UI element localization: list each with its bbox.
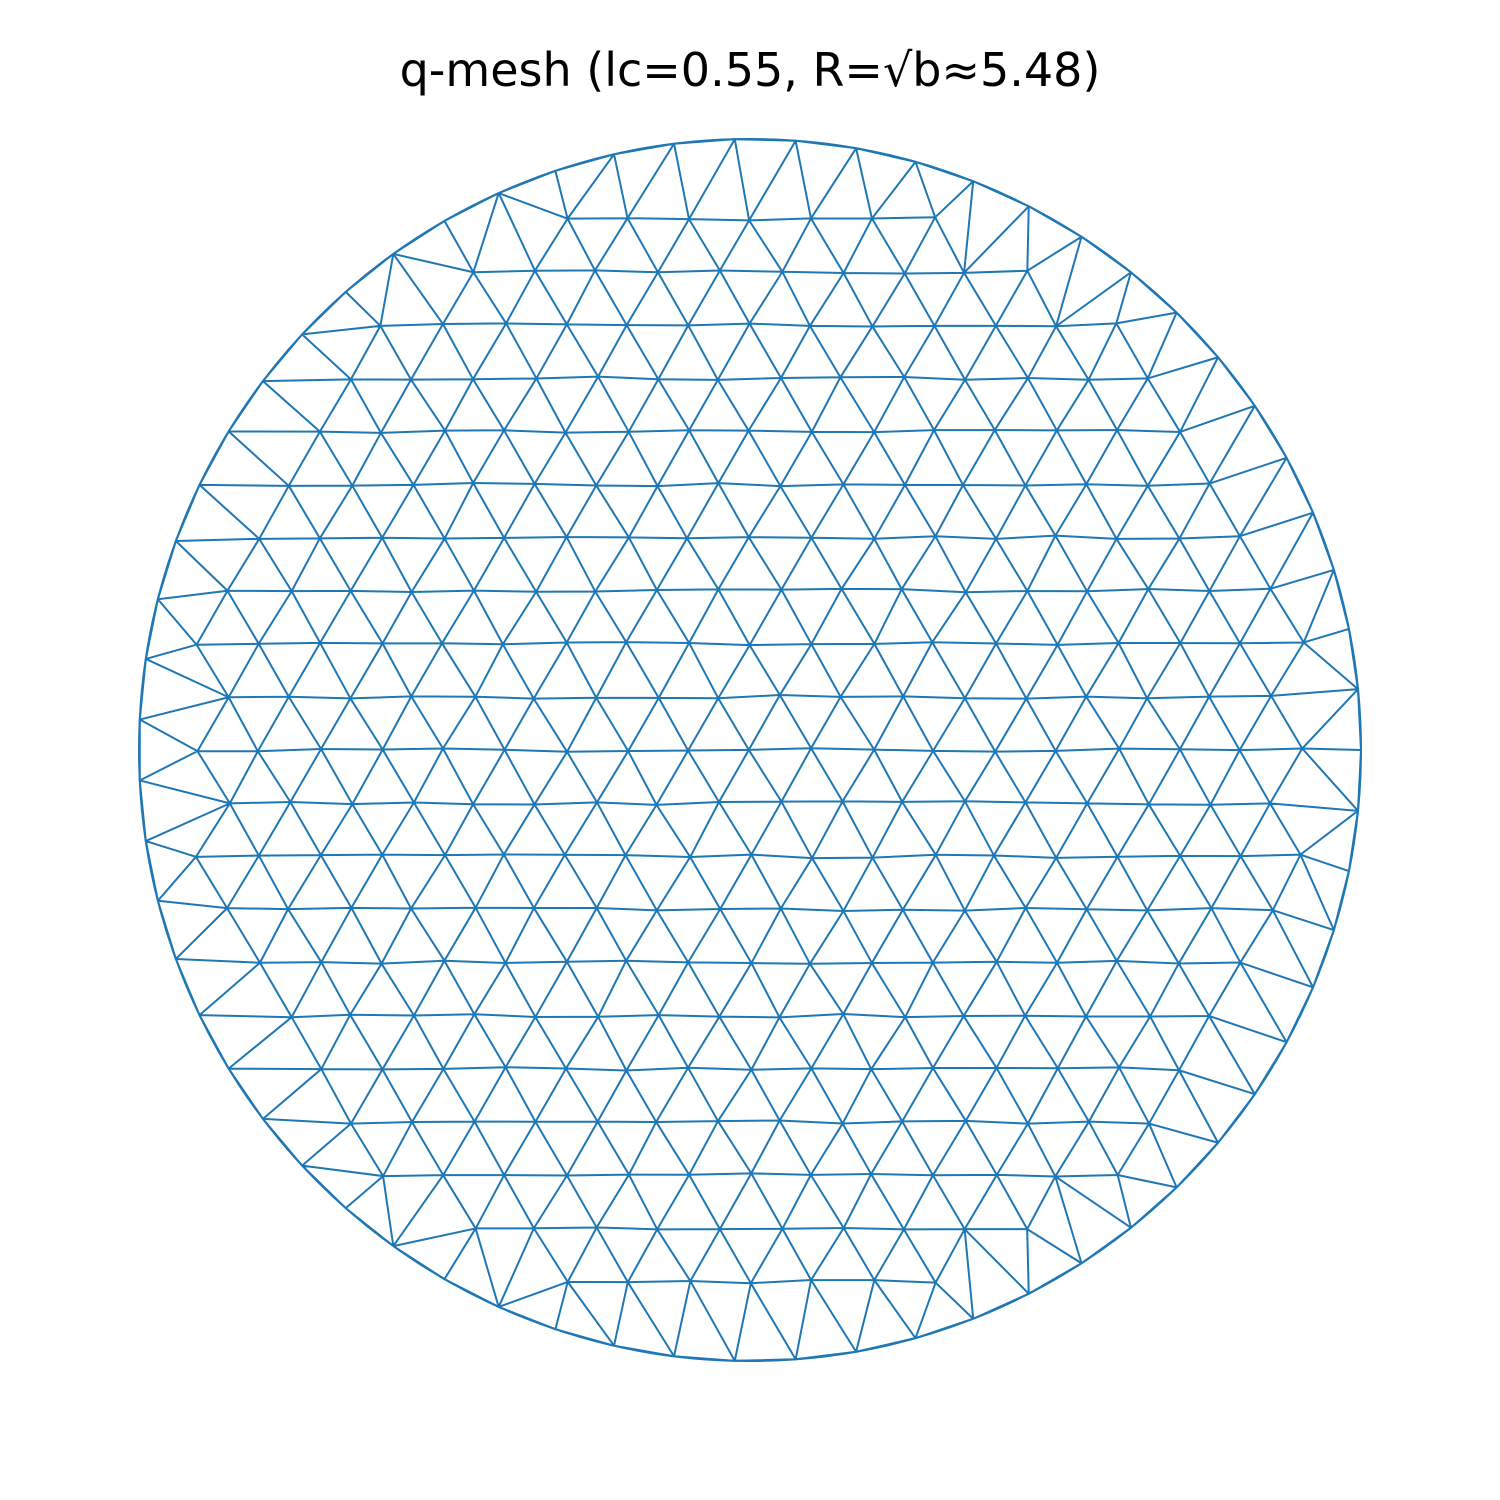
figure-title: q-mesh (lc=0.55, R=√b≈5.48) xyxy=(399,43,1101,97)
mesh-boundary xyxy=(138,138,1362,1362)
mesh-triangle-edges xyxy=(138,138,1362,1362)
mesh-edges xyxy=(138,138,1362,1362)
